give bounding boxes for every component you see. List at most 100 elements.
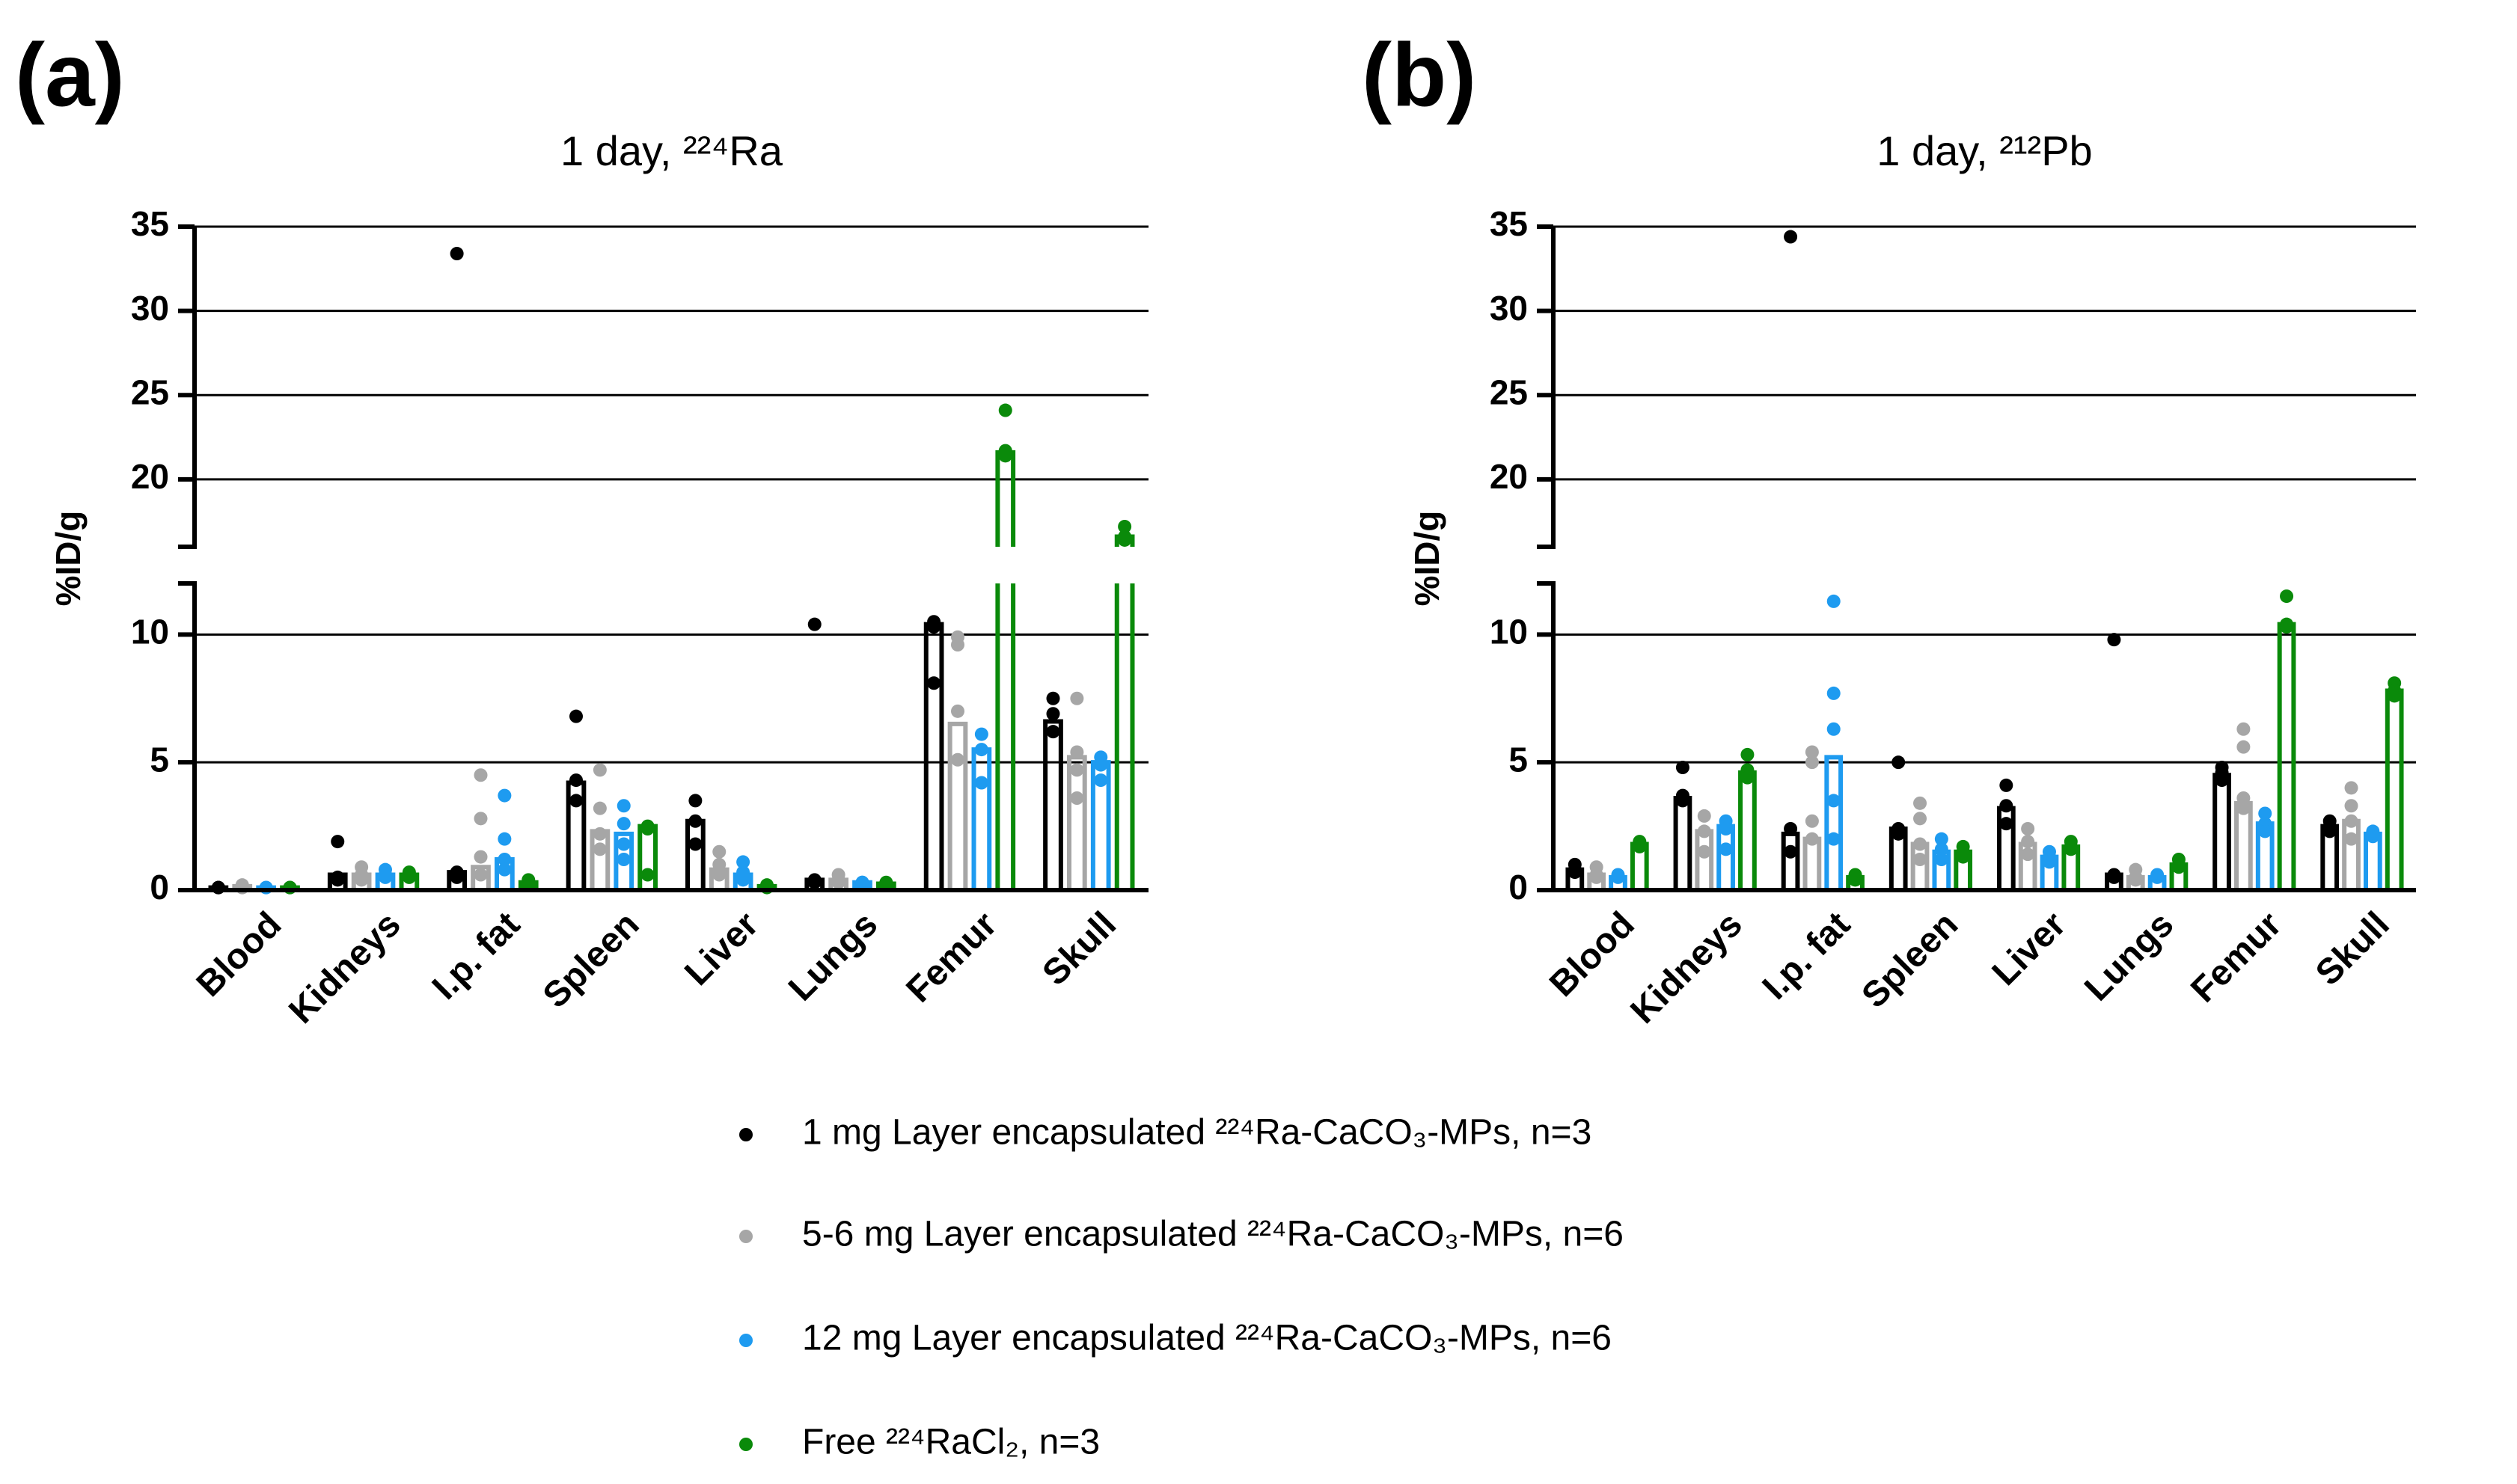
legend-label: 12 mg Layer encapsulated ²²⁴Ra-CaCO₃-MPs… (802, 1319, 1612, 1358)
data-point (1784, 822, 1798, 835)
data-point (331, 835, 345, 849)
y-tick-label: 35 (1490, 204, 1528, 243)
data-point (2258, 806, 2272, 821)
data-point (1891, 827, 1906, 841)
legend-marker (739, 1334, 753, 1347)
data-point (331, 873, 345, 887)
data-point (2042, 855, 2056, 869)
data-point (2021, 822, 2035, 835)
data-point (2344, 799, 2358, 813)
data-point (474, 812, 488, 826)
data-point (688, 837, 703, 851)
y-tick-label: 5 (150, 740, 169, 779)
data-point (593, 827, 607, 841)
legend-marker (739, 1128, 753, 1141)
data-point (1913, 853, 1927, 866)
bar (614, 831, 634, 890)
data-point (1805, 755, 1819, 770)
data-point (1934, 832, 1948, 846)
x-tick-label: I.p. fat (425, 904, 527, 1007)
data-point (1999, 799, 2013, 813)
legend-label: Free ²²⁴RaCl₂, n=3 (802, 1423, 1100, 1462)
data-point (2366, 830, 2380, 844)
data-point (2236, 740, 2251, 754)
x-tick-label: Liver (1985, 904, 2074, 993)
data-point (927, 620, 941, 634)
data-point (498, 832, 512, 846)
data-point (593, 763, 607, 777)
data-point (1589, 870, 1603, 884)
data-point (1848, 873, 1862, 887)
data-point (2150, 870, 2165, 884)
bar (2277, 622, 2296, 890)
chart-title: 1 day, ²¹²Pb (1877, 127, 2092, 174)
bar (947, 721, 968, 890)
data-point (1934, 842, 1948, 856)
data-point (736, 855, 750, 869)
data-point (1913, 837, 1927, 851)
x-tick-label: Femur (2183, 904, 2289, 1010)
bar (1673, 796, 1692, 890)
data-point (951, 752, 964, 767)
bar (1114, 534, 1135, 890)
data-point (807, 875, 822, 889)
data-point (1999, 817, 2013, 831)
data-point (498, 788, 512, 803)
data-point (831, 875, 845, 889)
bar (1781, 831, 1800, 890)
legend-marker (739, 1230, 753, 1243)
bar (995, 450, 1016, 890)
data-point (1697, 809, 1711, 823)
bar (923, 622, 944, 890)
data-point (807, 617, 822, 631)
data-point (2344, 781, 2358, 795)
legend-label: 5-6 mg Layer encapsulated ²²⁴Ra-CaCO₃-MP… (802, 1215, 1624, 1254)
y-tick-label: 10 (1490, 612, 1528, 651)
data-point (998, 449, 1012, 463)
data-point (2129, 873, 2143, 887)
data-point (2280, 589, 2294, 604)
data-point (474, 868, 488, 882)
data-point (1070, 691, 1084, 705)
data-point (593, 801, 607, 815)
data-point (951, 638, 964, 651)
data-point (736, 873, 750, 887)
data-point (617, 837, 631, 851)
data-point (1046, 725, 1060, 739)
data-point (1046, 691, 1060, 705)
data-point (569, 794, 583, 808)
data-point (2236, 722, 2251, 736)
data-point (1719, 822, 1733, 835)
data-point (974, 727, 988, 741)
y-axis-label: %ID/g (1407, 511, 1446, 607)
data-point (1070, 763, 1084, 777)
data-point (474, 768, 488, 782)
data-point (617, 817, 631, 831)
data-point (2021, 835, 2035, 849)
x-tick-label: Kidneys (281, 904, 409, 1031)
data-point (712, 868, 727, 882)
data-point (617, 853, 631, 866)
data-point (1826, 722, 1841, 736)
y-tick-label: 35 (131, 204, 169, 243)
bar (1716, 824, 1735, 890)
data-point (688, 814, 703, 828)
data-point (1934, 853, 1948, 866)
data-point (450, 247, 464, 261)
x-tick-label: Femur (899, 904, 1004, 1010)
panel-label: (b) (1362, 25, 1476, 126)
data-point (1740, 770, 1755, 785)
data-point (474, 850, 488, 864)
x-tick-label: Lungs (781, 904, 885, 1008)
data-point (1070, 745, 1084, 759)
data-point (1805, 814, 1819, 828)
data-point (379, 870, 392, 884)
y-tick-label: 10 (131, 612, 169, 651)
x-tick-label: Kidneys (1623, 904, 1750, 1031)
x-tick-label: Spleen (536, 904, 647, 1016)
data-point (1784, 844, 1798, 859)
data-point (1826, 594, 1841, 608)
data-point (1046, 707, 1060, 721)
data-point (593, 842, 607, 856)
